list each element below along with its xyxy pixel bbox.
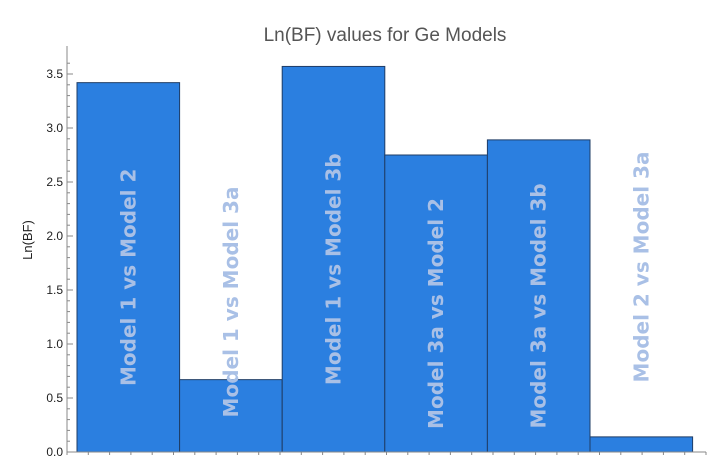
y-tick-label: 2.5 bbox=[46, 175, 63, 189]
y-tick-label: 0.5 bbox=[46, 391, 63, 405]
y-tick-label: 1.5 bbox=[46, 283, 63, 297]
y-axis-label: Ln(BF) bbox=[20, 220, 35, 260]
bar bbox=[281, 65, 386, 453]
y-tick-label: 1.0 bbox=[46, 337, 63, 351]
bar bbox=[76, 82, 181, 453]
bar bbox=[179, 379, 283, 453]
bar bbox=[589, 436, 694, 453]
bar-category-label: Model 3a vs Model 3b bbox=[527, 183, 551, 428]
axes-layer: 0.0 0.5 1.0 1.5 2.0 2.5 3.0 3.5 bbox=[46, 46, 707, 459]
y-tick-label: 0.0 bbox=[46, 445, 63, 459]
y-tick-label: 3.5 bbox=[46, 67, 63, 81]
bars-layer bbox=[76, 65, 694, 453]
bar-category-label: Model 3a vs Model 2 bbox=[424, 198, 448, 429]
bar bbox=[486, 139, 591, 453]
bar-category-label: Model 2 vs Model 3a bbox=[629, 152, 653, 383]
y-tick-label: 3.0 bbox=[46, 121, 63, 135]
y-tick-label: 2.0 bbox=[46, 229, 63, 243]
chart-title: Ln(BF) values for Ge Models bbox=[264, 25, 507, 46]
bar bbox=[384, 154, 488, 453]
bar-category-label: Model 1 vs Model 3a bbox=[219, 187, 243, 418]
bar-category-label: Model 1 vs Model 2 bbox=[116, 169, 140, 386]
bar-category-label: Model 1 vs Model 3b bbox=[322, 153, 346, 385]
bar-labels-layer: Model 1 vs Model 2 Model 1 vs Model 3a Mod… bbox=[116, 152, 653, 429]
